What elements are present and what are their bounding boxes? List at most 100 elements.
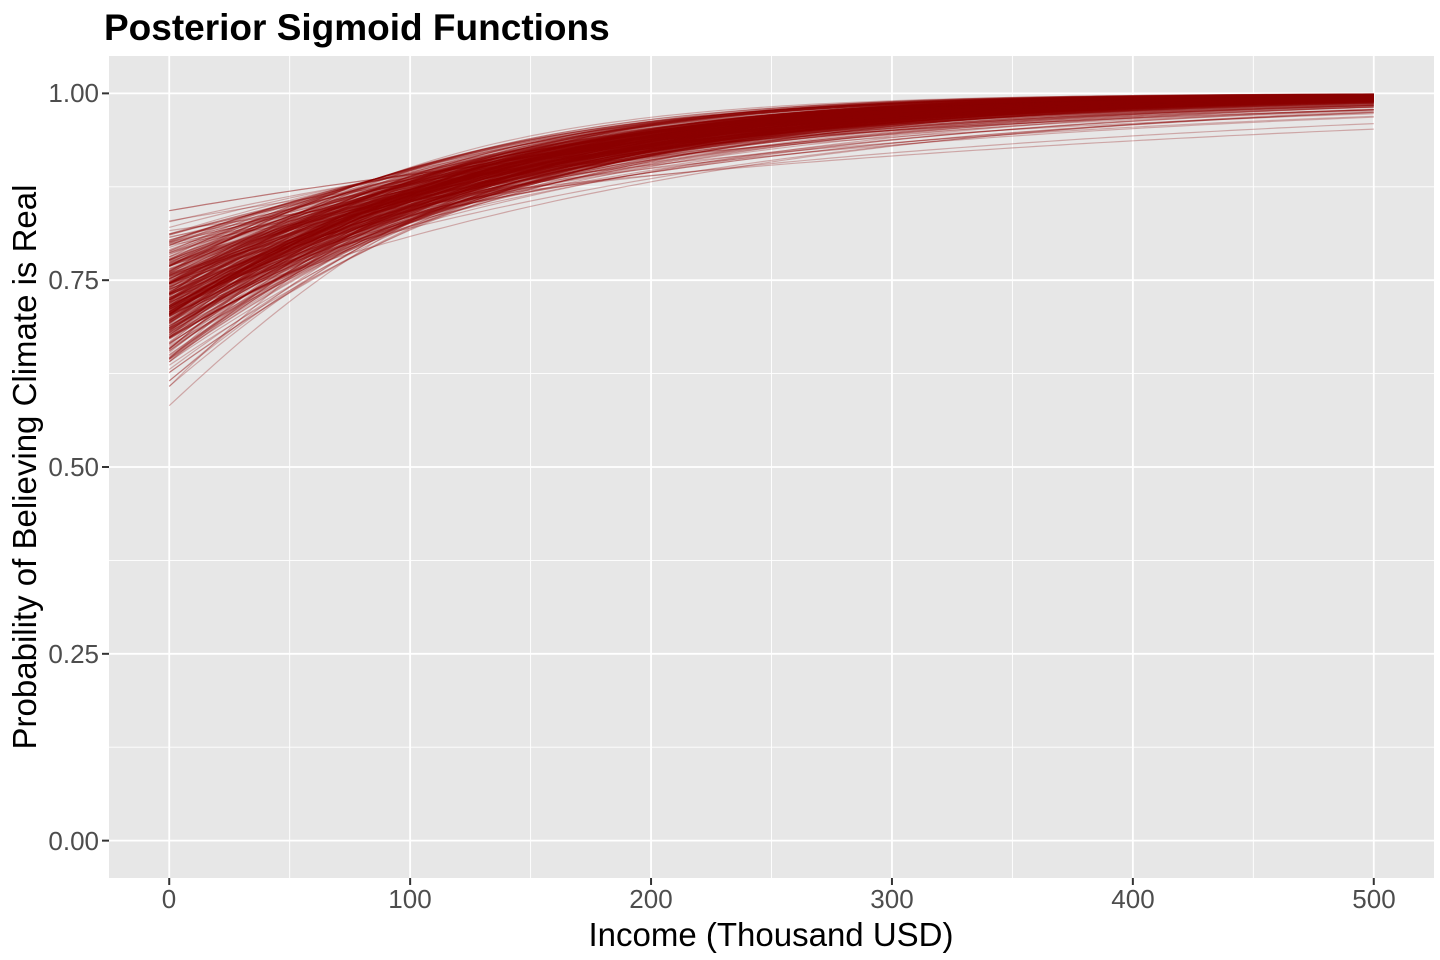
posterior-sigmoid-curve [168, 96, 1374, 366]
axis-tick-marks [102, 92, 1375, 885]
posterior-sigmoid-curve [168, 96, 1374, 286]
posterior-sigmoid-curve [168, 94, 1374, 311]
posterior-sigmoid-curve [168, 93, 1374, 314]
posterior-sigmoid-curve [168, 96, 1374, 267]
posterior-sigmoid-curve [168, 97, 1374, 318]
posterior-sigmoid-curve [168, 95, 1374, 352]
posterior-sigmoid-curve [168, 100, 1374, 301]
posterior-sigmoid-curve [168, 101, 1374, 277]
posterior-sigmoid-curve [168, 95, 1374, 339]
posterior-sigmoid-curve [168, 98, 1374, 285]
posterior-sigmoid-curve [168, 95, 1374, 334]
posterior-sigmoid-curve [168, 98, 1374, 310]
posterior-sigmoid-curve [168, 94, 1374, 350]
posterior-sigmoid-curve [168, 95, 1374, 285]
posterior-sigmoid-curve [168, 96, 1374, 317]
posterior-sigmoid-curve [169, 100, 1374, 248]
posterior-sigmoid-curve [168, 94, 1374, 281]
posterior-sigmoid-curve [168, 94, 1374, 349]
posterior-sigmoid-curve [168, 94, 1374, 323]
posterior-sigmoid-curve [168, 94, 1374, 333]
posterior-sigmoid-curve [169, 111, 1374, 299]
posterior-sigmoid-curve [168, 99, 1374, 299]
posterior-sigmoid-curve [168, 101, 1374, 285]
posterior-sigmoid-curve [168, 97, 1374, 324]
posterior-sigmoid-curve [168, 97, 1374, 339]
x-axis-tick-labels: 0 100 200 300 400 500 [162, 884, 1396, 914]
posterior-sigmoid-curve [168, 98, 1374, 296]
posterior-sigmoid-curve [169, 106, 1374, 276]
posterior-sigmoid-curve [168, 93, 1374, 325]
posterior-sigmoid-curve [168, 95, 1374, 313]
posterior-sigmoid-curve [168, 94, 1374, 309]
posterior-sigmoid-curve [169, 109, 1374, 212]
posterior-sigmoid-curve [169, 99, 1374, 241]
posterior-sigmoid-curve [168, 96, 1374, 331]
posterior-sigmoid-curve [168, 96, 1374, 311]
posterior-sigmoid-curve [169, 104, 1374, 243]
posterior-sigmoid-curve [168, 94, 1374, 332]
posterior-sigmoid-curve [168, 94, 1374, 336]
posterior-sigmoid-curve [169, 100, 1374, 236]
posterior-sigmoid-curve [168, 95, 1374, 309]
posterior-sigmoid-curve [168, 98, 1374, 261]
posterior-sigmoid-curve [168, 94, 1374, 316]
posterior-sigmoid-curve [168, 96, 1374, 284]
posterior-sigmoid-curve [168, 99, 1374, 307]
y-axis-title: Probability of Believing Climate is Real [6, 185, 43, 750]
posterior-sigmoid-curve [168, 93, 1374, 295]
posterior-sigmoid-curve [168, 93, 1374, 350]
posterior-sigmoid-curve [168, 97, 1374, 290]
posterior-sigmoid-curve [168, 95, 1374, 294]
posterior-sigmoid-curve [168, 95, 1374, 298]
posterior-sigmoid-curve [168, 94, 1374, 382]
posterior-sigmoid-curve [168, 99, 1374, 267]
posterior-sigmoid-curve [168, 99, 1374, 280]
posterior-sigmoid-curve [168, 94, 1374, 294]
posterior-sigmoid-curve [168, 95, 1374, 299]
posterior-sigmoid-curve [168, 98, 1374, 329]
posterior-sigmoid-curve [168, 100, 1374, 262]
posterior-sigmoid-curve [168, 96, 1374, 307]
posterior-sigmoid-curve [168, 100, 1374, 282]
posterior-sigmoid-curve [168, 98, 1374, 278]
posterior-sigmoid-curve [168, 100, 1374, 294]
posterior-sigmoid-curve [169, 104, 1374, 267]
posterior-sigmoid-curve [168, 97, 1374, 252]
posterior-sigmoid-curve [168, 95, 1374, 338]
posterior-sigmoid-curve [168, 99, 1374, 325]
posterior-sigmoid-curve [168, 96, 1374, 331]
posterior-sigmoid-curve [168, 96, 1374, 246]
posterior-sigmoid-curve [168, 95, 1374, 320]
posterior-sigmoid-curve [168, 94, 1374, 325]
posterior-sigmoid-curve [168, 97, 1374, 300]
x-tick-label: 100 [388, 884, 431, 914]
posterior-sigmoid-curve [168, 101, 1374, 296]
posterior-sigmoid-curve [168, 98, 1374, 310]
posterior-sigmoid-curve [168, 95, 1374, 284]
posterior-sigmoid-curve [168, 98, 1374, 251]
posterior-sigmoid-curve [168, 96, 1374, 301]
x-tick-label: 0 [162, 884, 176, 914]
posterior-sigmoid-curve [168, 101, 1374, 307]
posterior-sigmoid-curve [169, 99, 1374, 246]
posterior-sigmoid-curve [168, 96, 1374, 322]
posterior-sigmoid-curve [168, 94, 1374, 322]
posterior-sigmoid-curve [168, 96, 1374, 313]
posterior-sigmoid-curve [168, 94, 1374, 360]
posterior-sigmoid-curve [168, 96, 1374, 276]
posterior-sigmoid-curve [169, 111, 1374, 278]
posterior-sigmoid-curve [168, 97, 1374, 329]
posterior-sigmoid-curve [168, 98, 1374, 306]
posterior-sigmoid-curve [168, 98, 1374, 263]
posterior-sigmoid-curve [168, 101, 1374, 271]
posterior-sigmoid-curve [168, 94, 1374, 321]
posterior-sigmoid-curve [168, 95, 1374, 331]
posterior-sigmoid-curve [168, 95, 1374, 316]
posterior-sigmoid-curve [168, 96, 1374, 308]
posterior-sigmoid-curve [168, 93, 1374, 407]
posterior-sigmoid-curve [168, 94, 1374, 309]
posterior-sigmoid-curve [168, 95, 1374, 305]
posterior-sigmoid-curve [169, 106, 1374, 244]
posterior-sigmoid-curve [168, 94, 1374, 273]
